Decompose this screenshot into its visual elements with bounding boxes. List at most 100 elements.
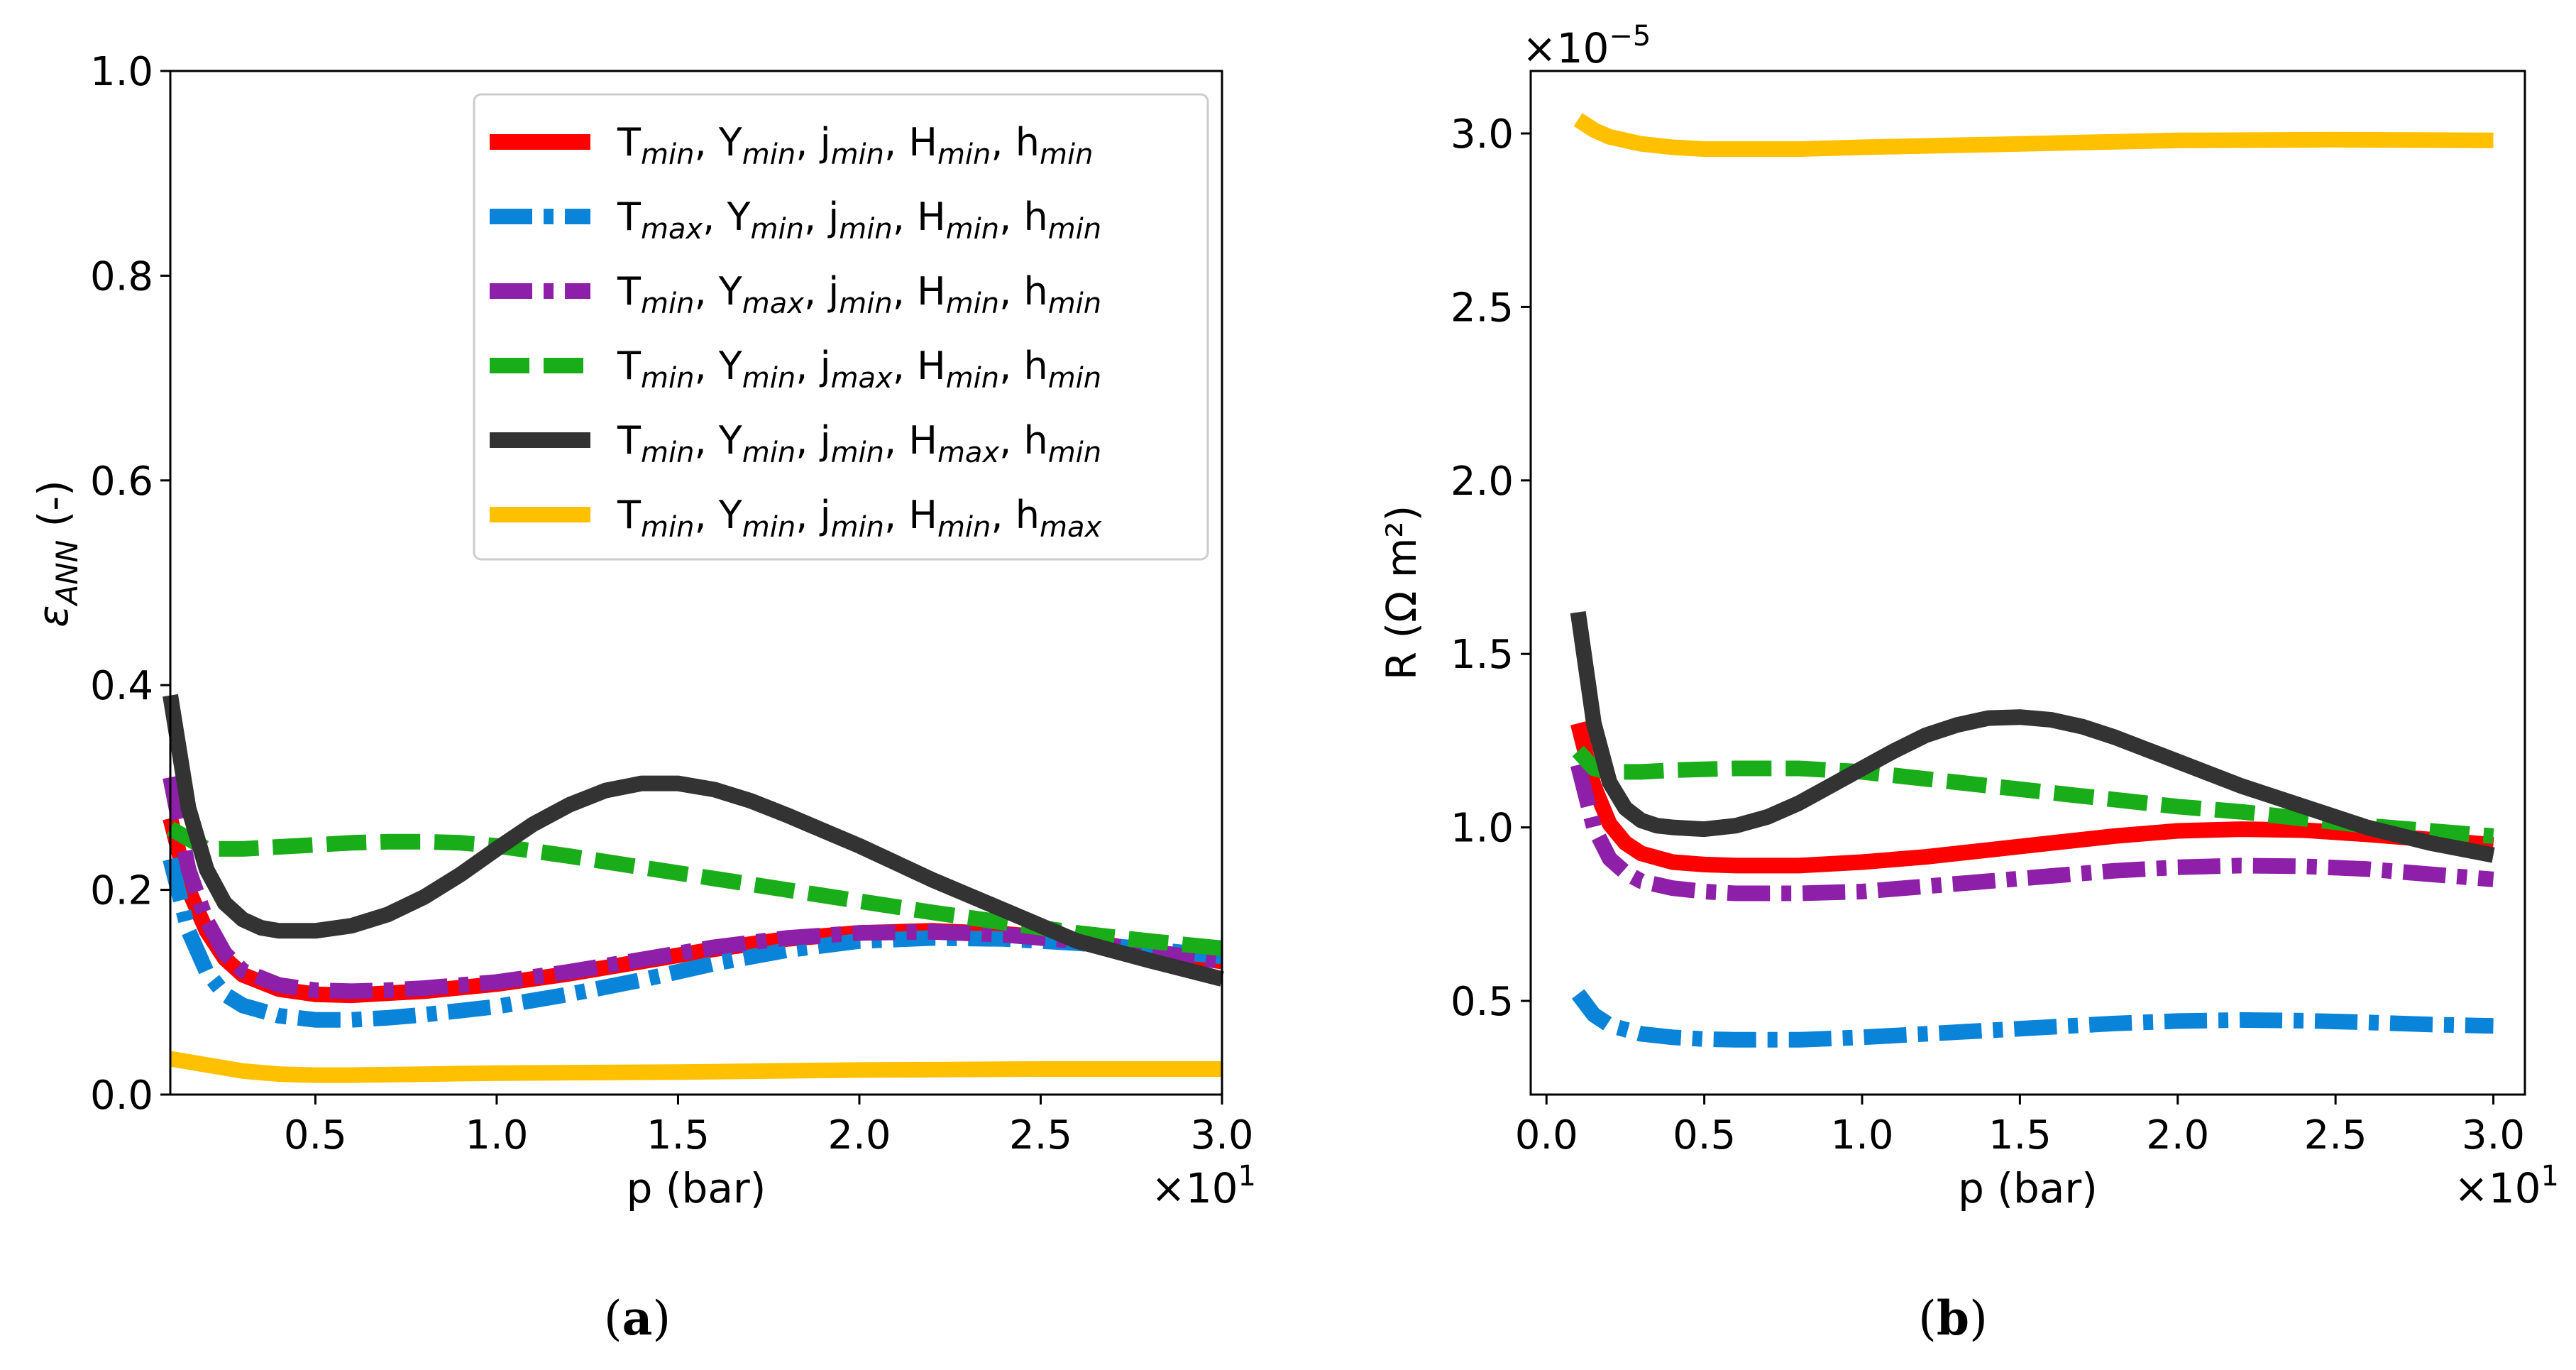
legend-symbol: j [820, 120, 831, 165]
legend-subscript: min [1048, 362, 1101, 395]
chart-a-caption-letter: a [622, 1290, 653, 1346]
legend-symbol: Y [718, 120, 743, 165]
chart-b-caption-letter: b [1937, 1290, 1969, 1346]
legend-separator: , [694, 344, 718, 388]
legend-symbol: T [617, 418, 642, 463]
legend-subscript: min [839, 287, 892, 320]
legend-symbol: H [908, 418, 937, 463]
chart-a-ylabel-sub: ANN [50, 540, 84, 608]
legend-subscript: min [1048, 287, 1101, 320]
legend-label: Tmin, Ymin, jmin, Hmin, hmax [617, 493, 1101, 544]
legend-subscript: min [1048, 437, 1101, 469]
series-line-green [1572, 745, 2494, 844]
y-tick-label: 1.5 [1451, 632, 1514, 678]
legend-subscript: min [1048, 213, 1101, 246]
chart-b: 0.0 0.5 1.0 1.5 2.0 2.5 3.00.51.01.52.02.53.0 … [1377, 20, 2559, 1346]
legend-box [473, 93, 1209, 561]
legend-symbol: Y [718, 269, 743, 314]
legend-symbol: Y [718, 418, 743, 463]
legend-subscript: min [742, 362, 796, 395]
series-line-yellow [1573, 113, 2494, 157]
legend-symbol: Y [718, 493, 743, 537]
legend-symbol: h [1023, 418, 1047, 463]
x-tick-label: 0.5 [1673, 1112, 1736, 1158]
legend-separator: , [991, 120, 1015, 165]
series-line-purple [1570, 762, 2494, 902]
legend-separator: , [694, 493, 718, 537]
legend-separator: , [804, 194, 828, 239]
legend-separator: , [884, 493, 908, 537]
legend-symbol: h [1015, 493, 1040, 537]
legend-subscript: min [742, 511, 796, 544]
legend-label: Tmin, Ymax, jmin, Hmin, hmin [617, 269, 1101, 320]
legend-symbol: h [1023, 194, 1047, 239]
legend-subscript: max [641, 213, 703, 246]
x-tick-label: 2.0 [827, 1112, 891, 1158]
legend-symbol: H [908, 493, 937, 537]
chart-b-ticks: 0.0 0.5 1.0 1.5 2.0 2.5 3.0 0.5 1.0 1.5 2.0 2.5 3.0 [1451, 111, 2525, 1158]
legend-separator: , [703, 194, 727, 239]
legend-subscript: min [946, 213, 999, 246]
legend-separator: , [893, 194, 917, 239]
legend-symbol: H [908, 120, 937, 165]
x-tick-label: 1.5 [646, 1112, 710, 1158]
chart-b-xlabel: p (bar) [1958, 1164, 2098, 1212]
legend-subscript: min [831, 511, 884, 544]
x-tick-label: 2.5 [2304, 1112, 2367, 1158]
y-tick-label: 0.0 [90, 1073, 153, 1119]
legend-symbol: j [827, 194, 839, 239]
series-line-yellow [169, 1051, 1222, 1083]
x-tick-label: 0.0 [1515, 1112, 1578, 1158]
series-line-blue [1571, 989, 2494, 1048]
legend-subscript: max [1040, 511, 1101, 544]
legend-symbol: h [1023, 344, 1047, 388]
chart-a-ylabel-main: ε [29, 605, 77, 627]
legend-separator: , [796, 418, 820, 463]
chart-a-ylabel: εANN (-) [29, 480, 84, 628]
legend-subscript: min [937, 511, 991, 544]
legend-symbol: h [1023, 269, 1047, 314]
x-tick-label: 0.5 [284, 1112, 347, 1158]
chart-b-y-multiplier-base: ×10 [1522, 24, 1609, 72]
legend-symbol: T [617, 269, 642, 314]
legend-symbol: H [917, 194, 946, 239]
legend-separator: , [884, 120, 908, 165]
chart-b-x-multiplier: ×101 [2454, 1160, 2559, 1212]
x-tick-label: 2.5 [1009, 1112, 1072, 1158]
chart-b-x-multiplier-base: ×10 [2454, 1164, 2541, 1212]
y-tick-label: 3.0 [1451, 111, 1514, 158]
legend-separator: , [893, 344, 917, 388]
legend-subscript: min [742, 437, 796, 469]
chart-b-frame [1529, 70, 2526, 1096]
y-tick-label: 0.8 [90, 253, 153, 300]
chart-b-series [1570, 113, 2495, 1048]
legend-subscript: min [946, 287, 999, 320]
chart-b-ylabel: R (Ω m²) [1377, 505, 1426, 681]
legend-label: Tmin, Ymin, jmin, Hmin, hmin [617, 120, 1093, 171]
chart-a-series [163, 694, 1224, 1083]
y-tick-label: 0.4 [90, 663, 153, 709]
series-line-black [1570, 610, 2495, 863]
chart-a-x-multiplier-exp: 1 [1238, 1160, 1256, 1193]
y-tick-label: 1.0 [1451, 806, 1514, 852]
legend-subscript: min [751, 213, 804, 246]
chart-b-y-multiplier: ×10−5 [1522, 20, 1651, 72]
legend-separator: , [694, 418, 718, 463]
legend-subscript: min [839, 213, 892, 246]
legend-separator: , [991, 493, 1015, 537]
legend-symbol: T [617, 120, 642, 165]
legend-symbol: h [1015, 120, 1040, 165]
x-tick-label: 3.0 [1190, 1112, 1253, 1158]
legend-symbol: Y [718, 344, 743, 388]
chart-b-caption: (b) [1918, 1290, 1988, 1346]
legend-symbol: T [617, 344, 642, 388]
legend-symbol: H [917, 269, 946, 314]
legend-subscript: min [831, 437, 884, 469]
legend-symbol: j [827, 269, 839, 314]
y-tick-label: 2.0 [1451, 459, 1514, 505]
legend-subscript: max [742, 287, 804, 320]
legend-subscript: min [641, 362, 694, 395]
legend-subscript: min [641, 287, 694, 320]
